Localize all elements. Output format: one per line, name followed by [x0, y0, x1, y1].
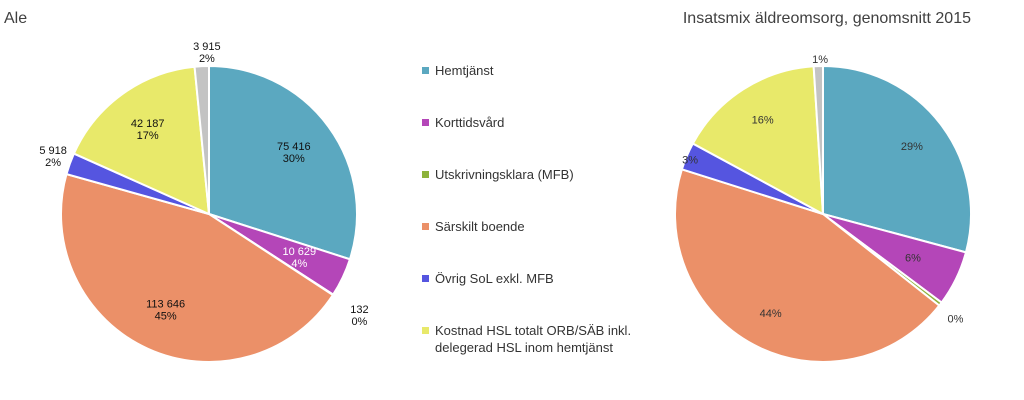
- data-label-value: 113 646: [146, 299, 185, 311]
- pie-chart-ale: Ale 75 416 30% 10 629 4% 132 0% 113 646 45% 5 91…: [4, 10, 369, 363]
- data-label-kostnad-hsl: 16%: [752, 115, 774, 127]
- pie-chart-average-2015: Insatsmix äldreomsorg, genomsnitt 2015 2…: [674, 10, 972, 363]
- data-label-utskrivningsklara: 0%: [948, 314, 964, 326]
- pie-slice-other: [193, 64, 210, 215]
- legend-label: Hemtjänst: [435, 63, 494, 78]
- data-label-sarskilt-boende: 113 646 45%: [146, 299, 185, 323]
- data-label-percent: 4%: [291, 258, 307, 270]
- data-label-percent: 44%: [760, 308, 782, 320]
- data-label-korttidsvard: 6%: [905, 253, 921, 265]
- data-label-percent: 16%: [752, 115, 774, 127]
- legend-swatch: [422, 171, 429, 178]
- data-label-percent: 30%: [283, 153, 305, 165]
- data-label-value: 132: [350, 304, 368, 316]
- data-label-hemtjanst: 75 416 30%: [277, 141, 311, 165]
- pie-slice-other: [812, 64, 824, 215]
- legend-item-korttidsvard: Korttidsvård: [422, 114, 635, 131]
- data-label-value: 42 187: [131, 118, 165, 130]
- data-label-other: 1%: [812, 54, 828, 66]
- legend-item-utskrivningsklara: Utskrivningsklara (MFB): [422, 166, 635, 183]
- legend-item-kostnad-hsl: Kostnad HSL totalt ORB/SÄB inkl. deleger…: [422, 322, 635, 356]
- pie-slices-average: [674, 64, 972, 363]
- data-label-percent: 2%: [45, 157, 61, 169]
- legend-label: Övrig SoL exkl. MFB: [435, 271, 554, 286]
- pie-slice-sarskilt-boende: [60, 172, 335, 363]
- data-label-percent: 1%: [812, 54, 828, 66]
- legend-label: Särskilt boende: [435, 219, 525, 234]
- legend-swatch: [422, 67, 429, 74]
- legend-swatch: [422, 119, 429, 126]
- legend-label: Kostnad HSL totalt ORB/SÄB inkl. deleger…: [435, 323, 632, 355]
- data-label-korttidsvard: 10 629 4%: [282, 246, 316, 270]
- legend-swatch: [422, 223, 429, 230]
- legend-label: Korttidsvård: [435, 115, 505, 130]
- pie-slice-kostnad-hsl: [691, 65, 825, 216]
- data-label-sarskilt-boende: 44%: [760, 308, 782, 320]
- data-label-ovrig-sol: 3%: [682, 154, 698, 166]
- data-label-percent: 0%: [351, 316, 367, 328]
- data-label-value: 10 629: [282, 246, 316, 258]
- pie-slice-hemtjanst: [822, 64, 972, 254]
- data-label-utskrivningsklara: 132 0%: [350, 304, 368, 328]
- data-label-percent: 2%: [199, 53, 215, 65]
- legend-item-sarskilt-boende: Särskilt boende: [422, 218, 635, 235]
- data-label-percent: 45%: [155, 311, 177, 323]
- legend-swatch: [422, 275, 429, 282]
- legend-item-ovrig-sol: Övrig SoL exkl. MFB: [422, 270, 635, 287]
- data-label-ovrig-sol: 5 918 2%: [39, 145, 67, 169]
- data-label-value: 3 915: [193, 41, 221, 53]
- data-label-percent: 0%: [948, 314, 964, 326]
- pie-labels-average: 29% 6% 0% 44% 3% 16% 1%: [682, 54, 964, 326]
- data-label-kostnad-hsl: 42 187 17%: [131, 118, 165, 142]
- pie-labels-ale: 75 416 30%10 629 4%132 0%113 646 45%5 918 2%4…: [39, 41, 368, 328]
- chart-title-average: Insatsmix äldreomsorg, genomsnitt 2015: [683, 10, 971, 27]
- legend-label: Utskrivningsklara (MFB): [435, 167, 574, 182]
- chart-title-ale: Ale: [4, 10, 27, 27]
- data-label-percent: 3%: [682, 154, 698, 166]
- pie-slice-kostnad-hsl: [72, 65, 211, 216]
- pie-slice-hemtjanst: [208, 64, 358, 261]
- data-label-value: 5 918: [39, 145, 67, 157]
- data-label-other: 3 915 2%: [193, 41, 221, 65]
- legend-swatch: [422, 327, 429, 334]
- data-label-percent: 17%: [137, 130, 159, 142]
- legend-item-hemtjanst: Hemtjänst: [422, 62, 635, 79]
- data-label-percent: 6%: [905, 253, 921, 265]
- pie-slices-ale: [60, 64, 358, 363]
- data-label-value: 75 416: [277, 141, 311, 153]
- data-label-percent: 29%: [901, 141, 923, 153]
- pie-slice-sarskilt-boende: [674, 168, 941, 363]
- data-label-hemtjanst: 29%: [901, 141, 923, 153]
